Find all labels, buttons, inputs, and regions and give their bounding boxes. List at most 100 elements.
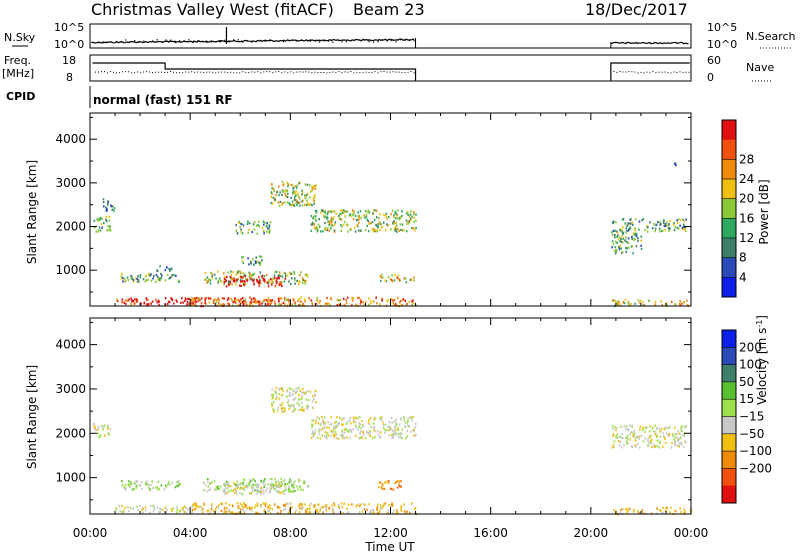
power-echo-cell — [263, 281, 266, 284]
velocity-echo-cell — [674, 433, 677, 436]
velocity-echo-cell — [301, 408, 303, 412]
velocity-echo-cell — [303, 391, 306, 394]
velocity-echo-cell — [674, 510, 677, 513]
velocity-echo-cell — [400, 479, 402, 483]
power-echo-cell — [376, 230, 379, 233]
power-echo-cell — [110, 204, 112, 207]
power-echo-cell — [232, 271, 234, 274]
nave-dot — [173, 71, 175, 73]
power-echo-cell — [272, 188, 275, 191]
power-echo-cell — [109, 229, 112, 232]
power-echo-cell — [313, 226, 316, 229]
power-echo-cell — [284, 299, 286, 302]
velocity-echo-cell — [366, 509, 368, 512]
power-echo-cell — [310, 229, 313, 232]
nave-dot — [224, 71, 226, 73]
velocity-echo-cell — [376, 512, 379, 515]
velocity-echo-cell — [208, 489, 210, 492]
power-echo-cell — [239, 225, 241, 229]
power-echo-cell — [268, 226, 271, 229]
power-echo-cell — [664, 223, 667, 226]
velocity-echo-cell — [156, 506, 159, 509]
power-echo-cell — [316, 299, 318, 302]
power-echo-cell — [681, 226, 684, 229]
time-axis-label: Time UT — [364, 540, 415, 554]
power-echo-cell — [275, 194, 277, 197]
velocity-echo-cell — [207, 480, 209, 483]
power-echo-cell — [357, 296, 359, 299]
velocity-echo-cell — [350, 430, 353, 433]
velocity-echo-cell — [243, 478, 246, 481]
velocity-echo-cell — [152, 510, 155, 513]
velocity-echo-cell — [414, 434, 416, 437]
power-echo-cell — [378, 217, 380, 220]
velocity-echo-cell — [179, 483, 182, 486]
power-echo-cell — [330, 216, 333, 219]
power-echo-cell — [670, 300, 673, 303]
velocity-echo-cell — [287, 488, 290, 491]
power-echo-cell — [393, 303, 395, 306]
power-echo-cell — [300, 300, 302, 303]
velocity-echo-cell — [237, 505, 240, 508]
velocity-echo-cell — [644, 426, 647, 430]
velocity-echo-cell — [630, 431, 632, 434]
velocity-echo-cell — [234, 488, 237, 491]
velocity-echo-cell — [400, 509, 403, 513]
velocity-echo-cell — [682, 434, 685, 437]
power-echo-cell — [278, 283, 281, 287]
velocity-echo-cell — [297, 488, 299, 491]
power-echo-cell — [409, 278, 412, 281]
power-echo-cell — [146, 303, 148, 306]
power-echo-cell — [282, 301, 285, 304]
velocity-echo-cell — [280, 481, 282, 484]
power-echo-cell — [228, 303, 230, 306]
power-echo-cell — [301, 191, 304, 194]
velocity-echo-cell — [349, 429, 352, 432]
velocity-echo-cell — [311, 426, 313, 429]
power-echo-cell — [106, 229, 108, 232]
power-echo-cell — [415, 219, 417, 222]
power-echo-cell — [271, 299, 273, 302]
power-echo-cell — [265, 298, 268, 301]
velocity-echo-cell — [296, 402, 299, 405]
velocity-echo-cell — [362, 430, 364, 433]
nave-dot — [625, 71, 627, 73]
power-echo-cell — [674, 303, 677, 306]
power-echo-cell — [262, 220, 265, 223]
velocity-echo-cell — [400, 432, 403, 435]
velocity-echo-cell — [272, 408, 275, 411]
nave-dot — [323, 72, 325, 73]
velocity-echo-cell — [629, 438, 631, 441]
velocity-echo-cell — [129, 485, 131, 488]
velocity-echo-cell — [283, 407, 286, 410]
velocity-echo-cell — [220, 509, 223, 512]
power-echo-cell — [358, 215, 361, 218]
velocity-echo-cell — [278, 506, 281, 509]
velocity-echo-cell — [395, 422, 398, 425]
power-echo-cell — [363, 214, 365, 217]
power-echo-cell — [399, 223, 402, 226]
power-echo-cell — [205, 297, 208, 300]
velocity-echo-cell — [656, 507, 658, 510]
power-echo-cell — [344, 210, 347, 213]
velocity-echo-cell — [278, 387, 281, 390]
power-echo-cell — [277, 276, 279, 279]
nave-dot — [185, 71, 187, 73]
velocity-echo-cell — [96, 428, 99, 432]
power-echo-cell — [390, 213, 392, 216]
power-echo-cell — [231, 299, 233, 302]
power-echo-cell — [623, 302, 626, 305]
velocity-echo-cell — [225, 484, 228, 487]
velocity-echo-cell — [407, 417, 410, 420]
velocity-echo-cell — [175, 511, 178, 514]
noise-search-dot — [300, 39, 303, 41]
velocity-echo-cell — [183, 505, 186, 508]
nave-dot — [230, 71, 232, 73]
power-echo-cell — [612, 229, 615, 232]
velocity-echo-cell — [324, 431, 327, 434]
nave-dot — [275, 71, 277, 73]
power-echo-cell — [615, 301, 617, 304]
power-echo-cell — [244, 282, 247, 285]
power-echo-cell — [241, 296, 244, 300]
power-echo-cell — [170, 275, 173, 279]
